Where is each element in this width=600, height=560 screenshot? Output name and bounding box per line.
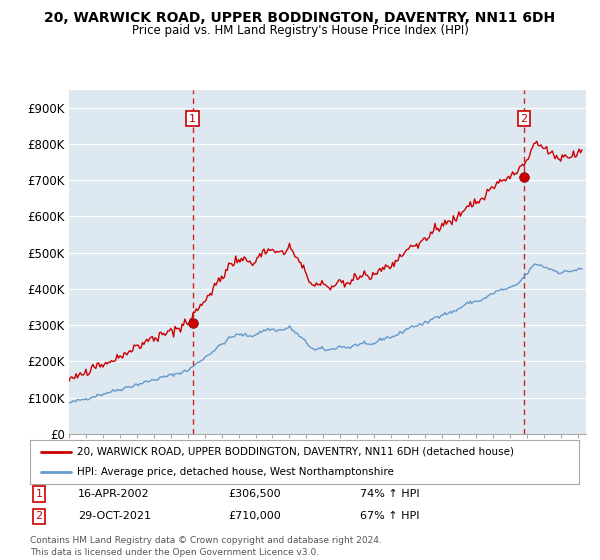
Text: 16-APR-2002: 16-APR-2002 (78, 489, 149, 499)
Text: 20, WARWICK ROAD, UPPER BODDINGTON, DAVENTRY, NN11 6DH: 20, WARWICK ROAD, UPPER BODDINGTON, DAVE… (44, 11, 556, 25)
Text: 2: 2 (520, 114, 527, 124)
Text: 1: 1 (35, 489, 43, 499)
Text: £710,000: £710,000 (228, 511, 281, 521)
Text: £306,500: £306,500 (228, 489, 281, 499)
Text: 74% ↑ HPI: 74% ↑ HPI (360, 489, 419, 499)
Text: Contains HM Land Registry data © Crown copyright and database right 2024.
This d: Contains HM Land Registry data © Crown c… (30, 536, 382, 557)
Text: 20, WARWICK ROAD, UPPER BODDINGTON, DAVENTRY, NN11 6DH (detached house): 20, WARWICK ROAD, UPPER BODDINGTON, DAVE… (77, 447, 514, 457)
Text: HPI: Average price, detached house, West Northamptonshire: HPI: Average price, detached house, West… (77, 467, 394, 477)
Text: 29-OCT-2021: 29-OCT-2021 (78, 511, 151, 521)
Text: Price paid vs. HM Land Registry's House Price Index (HPI): Price paid vs. HM Land Registry's House … (131, 24, 469, 36)
Text: 67% ↑ HPI: 67% ↑ HPI (360, 511, 419, 521)
Text: 1: 1 (189, 114, 196, 124)
Text: 2: 2 (35, 511, 43, 521)
